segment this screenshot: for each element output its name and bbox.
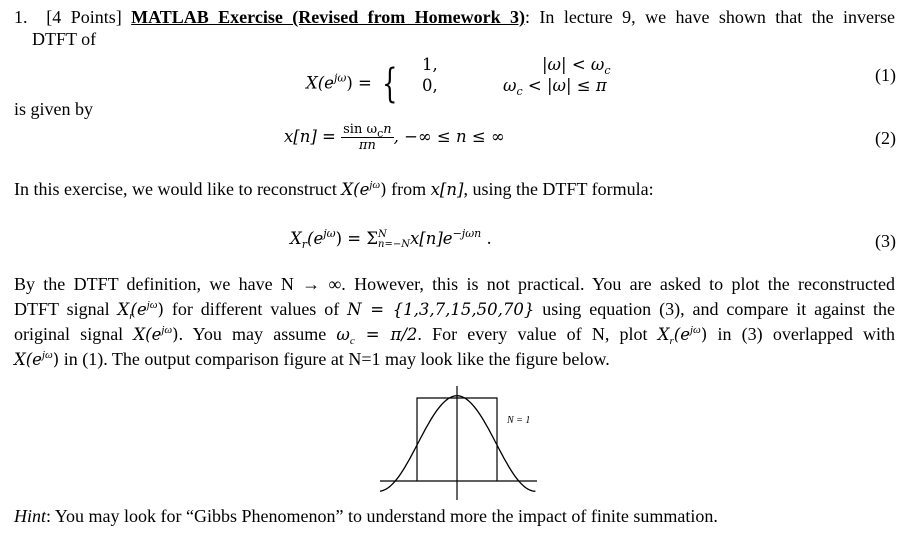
hint-label: Hint — [14, 506, 47, 526]
figure-label: N = 1 — [506, 415, 530, 426]
paragraph-2-line-1: By the DTFT definition, we have N → ∞. H… — [14, 274, 895, 294]
paragraph-1: In this exercise, we would like to recon… — [14, 179, 654, 199]
comparison-figure: N = 1 — [380, 386, 537, 500]
equation-1-lhs: X(ejω) = { — [306, 61, 398, 107]
case-2: 0, — [422, 76, 438, 95]
paragraph-2-line-3: original signal X(ejω). You may assume ω… — [14, 324, 896, 347]
intro-line-1: 1. [4 Points] MATLAB Exercise (Revised f… — [14, 6, 895, 28]
points: [4 Points] — [46, 7, 122, 27]
ideal-rectangle — [416, 397, 498, 481]
hint: Hint: You may look for “Gibbs Phenomenon… — [14, 505, 718, 527]
brace: { — [382, 61, 398, 107]
problem-number: 1. — [14, 7, 28, 27]
equation-1-number: (1) — [875, 65, 896, 85]
paragraph-2-line-2: DTFT signal Xr(ejω) for different values… — [14, 299, 896, 322]
equation-2: x[n] = sin ωcn πn, −∞ ≤ n ≤ ∞ — [284, 122, 505, 153]
case-1: 1, — [422, 55, 438, 74]
equation-2-number: (2) — [875, 128, 896, 148]
hint-text: : You may look for “Gibbs Phenomenon” to… — [46, 506, 718, 526]
paragraph-2-line-4: X(ejω) in (1). The output comparison fig… — [14, 349, 610, 369]
condition-2: ωc < |ω| ≤ π — [503, 76, 607, 98]
reconstructed-curve — [380, 395, 536, 492]
equation-3-number: (3) — [875, 231, 896, 251]
given-by: is given by — [14, 99, 93, 119]
intro-text: : In lecture 9, we have shown that the i… — [525, 7, 895, 27]
intro-line-2: DTFT of — [32, 29, 97, 49]
condition-1: |ω| < ωc — [542, 55, 611, 77]
problem-title: MATLAB Exercise (Revised from Homework 3… — [131, 7, 526, 27]
